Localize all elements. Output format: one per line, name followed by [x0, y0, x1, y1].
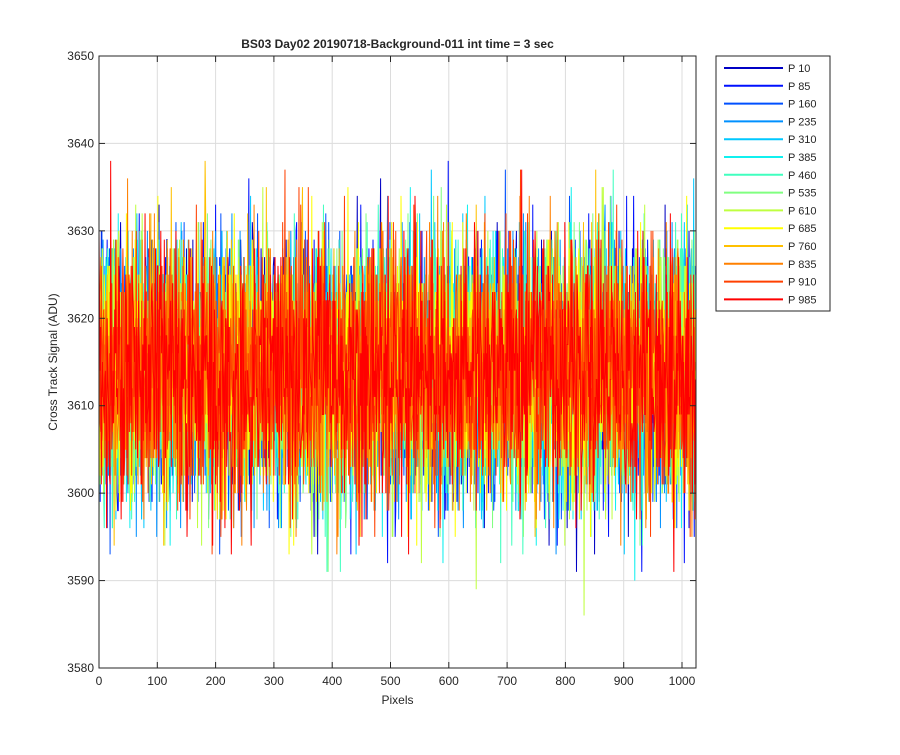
x-tick-label: 700	[497, 674, 517, 688]
y-tick-label: 3580	[67, 661, 94, 675]
x-axis-label: Pixels	[381, 693, 413, 707]
x-tick-label: 200	[206, 674, 226, 688]
y-axis-label: Cross Track Signal (ADU)	[46, 293, 60, 430]
legend-entry: P 610	[788, 205, 817, 217]
x-tick-label: 0	[96, 674, 103, 688]
legend-entry: P 460	[788, 170, 817, 182]
series-line	[98, 160, 696, 572]
x-tick-label: 900	[614, 674, 634, 688]
y-tick-label: 3630	[67, 224, 94, 238]
legend-entry: P 985	[788, 294, 817, 306]
legend-entry: P 85	[788, 81, 810, 93]
legend: P 10 P 85 P 160 P 235 P 310 P 385 P 460 P 535 P …	[715, 55, 831, 312]
legend-entry: P 310	[788, 134, 817, 146]
legend-entry: P 910	[788, 277, 817, 289]
series-layer	[98, 160, 696, 616]
legend-entry: P 10	[788, 63, 810, 75]
legend-entry: P 835	[788, 259, 817, 271]
ticks: 0 100 200 300 400 500 600 700 800 900 1000 3580 3590…	[67, 49, 696, 688]
legend-entry: P 760	[788, 241, 817, 253]
x-tick-label: 500	[380, 674, 400, 688]
legend-entry: P 160	[788, 99, 817, 111]
x-tick-label: 1000	[669, 674, 696, 688]
x-tick-label: 400	[322, 674, 342, 688]
y-tick-label: 3620	[67, 311, 94, 325]
x-tick-label: 300	[264, 674, 284, 688]
y-tick-label: 3650	[67, 49, 94, 63]
x-tick-label: 100	[147, 674, 167, 688]
y-tick-label: 3590	[67, 574, 94, 588]
y-tick-label: 3600	[67, 486, 94, 500]
legend-entry: P 535	[788, 188, 817, 200]
y-tick-label: 3640	[67, 136, 94, 150]
chart-title: BS03 Day02 20190718-Background-011 int t…	[241, 37, 554, 51]
y-tick-label: 3610	[67, 399, 94, 413]
legend-entry: P 385	[788, 152, 817, 164]
x-tick-label: 600	[439, 674, 459, 688]
legend-entry: P 685	[788, 223, 817, 235]
legend-box	[715, 55, 831, 312]
x-tick-label: 800	[555, 674, 575, 688]
axes-box	[98, 55, 697, 669]
legend-entry: P 235	[788, 116, 817, 128]
